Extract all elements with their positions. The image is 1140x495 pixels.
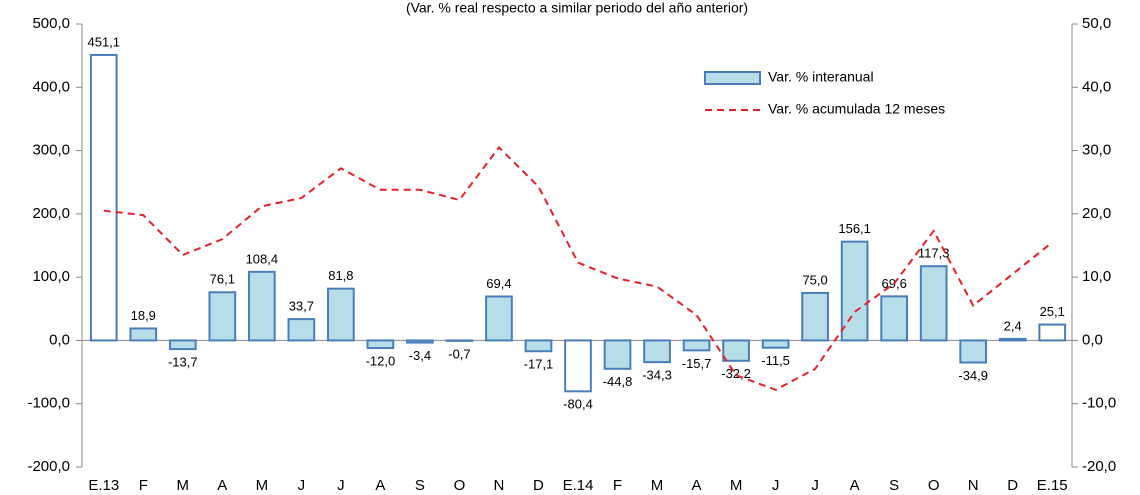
x-tick-label: J <box>772 477 780 494</box>
y2-tick-label: -20,0 <box>1082 458 1116 475</box>
y2-tick-label: 40,0 <box>1082 78 1111 95</box>
bar <box>682 339 711 352</box>
value-label: -15,7 <box>682 356 712 371</box>
x-tick-label: O <box>454 477 466 494</box>
bar <box>168 339 197 351</box>
chart-title: (Var. % real respecto a similar periodo … <box>406 0 748 16</box>
bar <box>840 240 869 342</box>
value-label: -32,2 <box>721 366 751 381</box>
value-label: -44,8 <box>603 374 633 389</box>
value-label: -3,4 <box>409 348 431 363</box>
bar <box>406 339 434 344</box>
value-label: -11,5 <box>761 353 790 368</box>
y2-tick-label: 10,0 <box>1082 268 1111 285</box>
bar <box>801 291 829 342</box>
y-tick-label: 100,0 <box>32 268 70 285</box>
value-label: 75,0 <box>802 272 827 287</box>
x-tick-label: S <box>415 477 425 494</box>
bar <box>603 339 632 370</box>
x-tick-label: M <box>256 477 269 494</box>
y-tick-label: 200,0 <box>32 205 70 222</box>
value-label: 108,4 <box>246 251 279 266</box>
bar <box>366 339 395 350</box>
x-tick-label: J <box>811 477 819 494</box>
x-tick-label: E.14 <box>563 477 594 494</box>
value-label: 156,1 <box>838 221 871 236</box>
x-tick-label: D <box>1007 477 1018 494</box>
bar <box>327 287 355 342</box>
legend-swatch <box>704 71 761 85</box>
value-label: 451,1 <box>87 34 120 49</box>
bar <box>761 339 790 349</box>
y2-tick-label: -10,0 <box>1082 395 1116 412</box>
x-tick-label: D <box>533 477 544 494</box>
x-tick-label: A <box>850 477 860 494</box>
legend-label: Var. % interanual <box>768 69 874 85</box>
bar <box>880 295 909 342</box>
bar <box>1038 323 1067 342</box>
x-tick-label: A <box>692 477 702 494</box>
y-tick-label: 300,0 <box>32 142 70 159</box>
value-label: -80,4 <box>563 397 593 412</box>
x-tick-label: M <box>730 477 743 494</box>
legend-label: Var. % acumulada 12 meses <box>768 101 945 117</box>
x-tick-label: M <box>177 477 190 494</box>
bar <box>643 339 671 364</box>
x-tick-label: M <box>651 477 664 494</box>
bar <box>89 53 118 342</box>
bar <box>524 339 553 353</box>
y2-tick-label: 0,0 <box>1082 331 1103 348</box>
value-label: 18,9 <box>131 308 156 323</box>
bar <box>959 339 988 364</box>
value-label: -34,3 <box>642 368 672 383</box>
x-tick-label: J <box>337 477 345 494</box>
value-label: -17,1 <box>524 357 554 372</box>
y2-tick-label: 20,0 <box>1082 205 1111 222</box>
bar <box>722 339 750 362</box>
bar <box>919 265 948 342</box>
x-tick-label: O <box>928 477 940 494</box>
x-tick-label: F <box>139 477 148 494</box>
bar <box>998 337 1027 342</box>
x-tick-label: N <box>494 477 505 494</box>
value-label: 76,1 <box>210 272 235 287</box>
x-tick-label: S <box>889 477 899 494</box>
value-label: 33,7 <box>289 299 314 314</box>
value-label: -34,9 <box>958 368 988 383</box>
value-label: 117,3 <box>918 246 950 261</box>
value-label: 81,8 <box>328 268 353 283</box>
y-tick-label: -100,0 <box>27 395 70 412</box>
value-label: -0,7 <box>448 346 470 361</box>
y-tick-label: 400,0 <box>32 78 70 95</box>
bar <box>247 270 276 342</box>
value-label: -12,0 <box>366 353 396 368</box>
y2-tick-label: 50,0 <box>1082 15 1111 32</box>
y2-tick-label: 30,0 <box>1082 142 1111 159</box>
x-tick-label: A <box>375 477 385 494</box>
bar <box>564 339 592 393</box>
bar <box>208 291 237 342</box>
y-tick-label: 0,0 <box>49 331 70 348</box>
y-tick-label: -200,0 <box>27 458 70 475</box>
x-tick-label: E.15 <box>1037 477 1068 494</box>
x-tick-label: A <box>217 477 227 494</box>
value-label: 2,4 <box>1004 318 1022 333</box>
value-label: 69,4 <box>486 276 511 291</box>
x-tick-label: F <box>613 477 622 494</box>
value-label: 25,1 <box>1040 304 1065 319</box>
y-tick-label: 500,0 <box>32 15 70 32</box>
bar <box>129 327 158 342</box>
x-tick-label: N <box>968 477 979 494</box>
x-tick-label: J <box>298 477 306 494</box>
x-tick-label: E.13 <box>88 477 119 494</box>
bar <box>485 295 513 342</box>
line <box>103 145 1053 391</box>
value-label: -13,7 <box>168 355 198 370</box>
bar <box>287 318 316 342</box>
